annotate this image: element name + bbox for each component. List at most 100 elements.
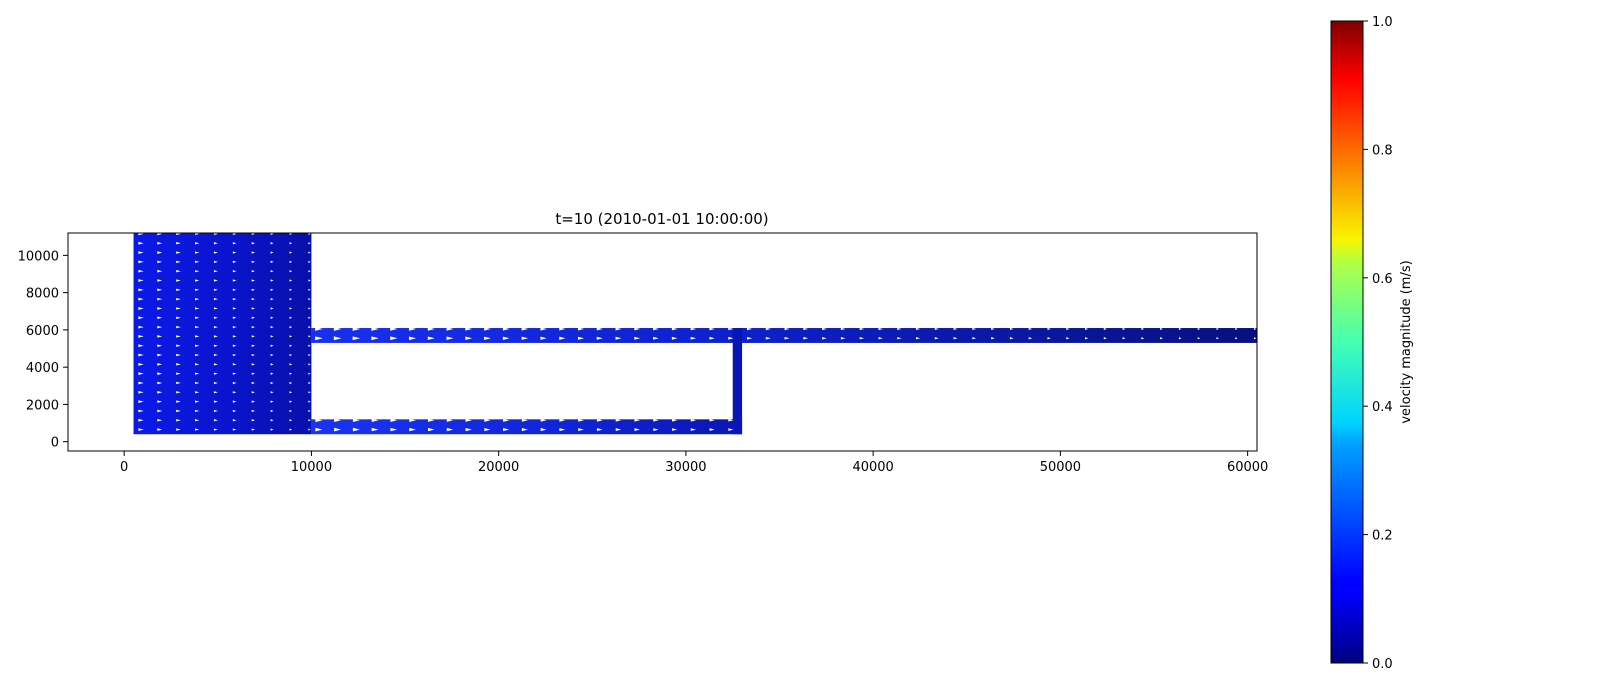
velocity-arrow [897, 337, 902, 340]
velocity-arrow [634, 336, 641, 340]
velocity-arrow [232, 233, 237, 236]
velocity-arrow [176, 233, 181, 236]
velocity-arrow [822, 327, 827, 331]
velocity-arrow [578, 418, 584, 422]
velocity-arrow [1235, 337, 1238, 340]
velocity-arrow [672, 418, 678, 422]
velocity-arrow [176, 344, 181, 347]
velocity-arrow [465, 336, 473, 341]
velocity-arrow [427, 427, 435, 432]
velocity-arrow [634, 327, 641, 331]
velocity-arrow [315, 427, 323, 432]
velocity-arrow [251, 251, 256, 254]
velocity-arrow [1047, 327, 1051, 331]
velocity-arrow [251, 279, 256, 282]
velocity-arrow [213, 344, 218, 347]
velocity-arrow [195, 428, 200, 431]
velocity-arrow [232, 400, 237, 403]
velocity-arrow [138, 418, 144, 422]
x-tick-label: 20000 [478, 460, 519, 475]
velocity-arrow [289, 428, 293, 431]
velocity-arrow [138, 297, 144, 301]
velocity-arrow [352, 418, 360, 423]
velocity-arrow [157, 335, 163, 338]
velocity-arrow [615, 418, 622, 422]
plot-frame [67, 232, 1258, 452]
x-tick-label: 60000 [1227, 460, 1268, 475]
velocity-arrow [213, 260, 218, 263]
velocity-arrow [289, 372, 293, 375]
velocity-arrow [213, 325, 218, 329]
x-axis: 0 10000 20000 30000 40000 50000 60000 [120, 451, 1268, 475]
velocity-arrow [232, 242, 237, 245]
flow-region-reservoir [133, 233, 312, 435]
velocity-arrow [232, 288, 237, 291]
velocity-arrow [176, 381, 181, 385]
velocity-arrow [916, 337, 921, 340]
velocity-arrow [251, 316, 256, 319]
velocity-arrow [690, 418, 696, 422]
velocity-arrow [232, 372, 237, 375]
colorbar-tick-label: 0.2 [1372, 529, 1393, 544]
velocity-arrow [1160, 327, 1163, 331]
velocity-arrow [157, 391, 163, 394]
velocity-arrow [315, 336, 323, 341]
velocity-arrow [690, 327, 697, 331]
flow-region-lower-channel [311, 419, 743, 435]
velocity-arrow [289, 288, 293, 291]
velocity-arrow [334, 427, 342, 432]
velocity-arrow [784, 327, 790, 331]
velocity-arrow [371, 427, 379, 432]
velocity-arrow [213, 428, 218, 431]
velocity-arrow [503, 428, 510, 432]
velocity-arrow [765, 327, 771, 331]
velocity-arrow [502, 336, 510, 340]
velocity-arrow [270, 391, 274, 394]
velocity-arrow [308, 298, 311, 301]
velocity-arrow [1141, 327, 1145, 331]
velocity-arrow [138, 400, 144, 403]
velocity-arrow [446, 336, 454, 341]
velocity-arrow [176, 297, 181, 301]
velocity-arrow [1085, 337, 1089, 340]
y-tick-label: 8000 [26, 287, 59, 302]
x-tick-label: 10000 [291, 460, 332, 475]
velocity-arrow [390, 427, 398, 432]
velocity-arrow [540, 418, 547, 422]
velocity-arrow [213, 400, 218, 403]
velocity-arrow [213, 242, 218, 245]
velocity-arrow [251, 260, 256, 263]
velocity-arrow [157, 372, 163, 375]
velocity-arrow [232, 251, 237, 254]
velocity-arrow [308, 344, 311, 347]
velocity-arrow [897, 327, 902, 331]
velocity-arrow [138, 316, 144, 320]
velocity-arrow [270, 409, 274, 413]
velocity-arrow [446, 418, 454, 422]
velocity-arrow [289, 307, 293, 310]
velocity-arrow [1160, 337, 1163, 340]
velocity-arrow [709, 428, 715, 431]
velocity-arrow [690, 336, 697, 340]
velocity-arrow [1009, 327, 1014, 331]
velocity-arrow [176, 353, 181, 357]
velocity-arrow [502, 327, 510, 331]
velocity-arrow [308, 260, 311, 263]
velocity-arrow [270, 344, 274, 347]
velocity-arrow [465, 327, 473, 331]
velocity-arrow [1235, 327, 1238, 331]
velocity-arrow [1254, 327, 1257, 331]
velocity-arrow [1216, 327, 1219, 331]
velocity-arrow [289, 325, 293, 329]
velocity-arrow [308, 353, 311, 357]
velocity-arrow [540, 327, 547, 331]
velocity-arrow [559, 327, 566, 331]
velocity-arrow [157, 381, 163, 385]
velocity-arrow [138, 372, 144, 376]
velocity-arrow [270, 233, 274, 236]
velocity-arrow [270, 335, 274, 338]
velocity-arrow [578, 428, 584, 432]
velocity-arrow [308, 251, 311, 254]
velocity-arrow [289, 233, 293, 236]
velocity-arrow [270, 242, 274, 245]
